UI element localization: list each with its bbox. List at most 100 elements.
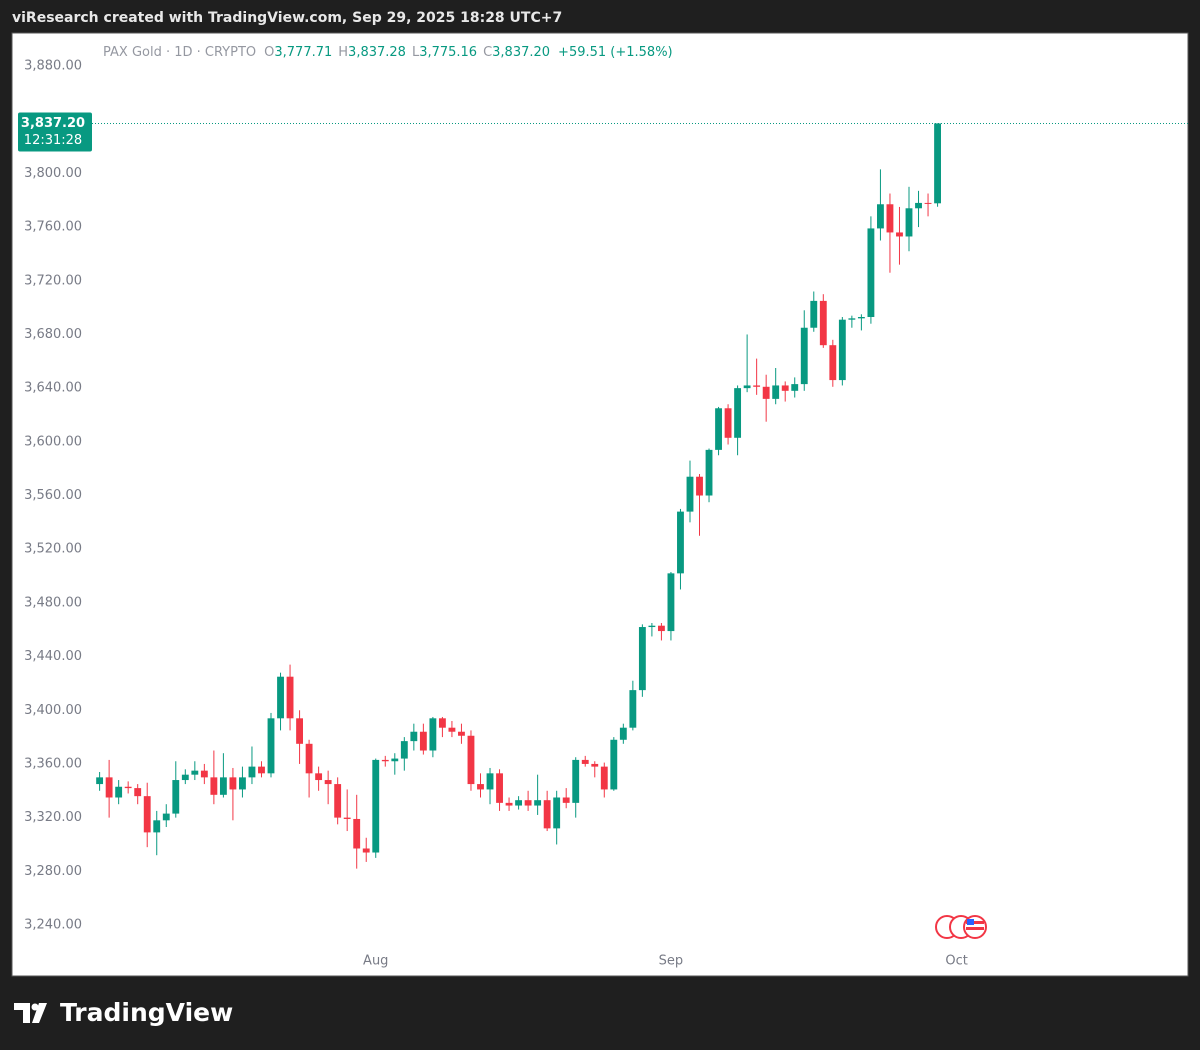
candle-body bbox=[743, 385, 751, 389]
candle-body bbox=[924, 202, 932, 204]
candle-body bbox=[934, 123, 941, 204]
candle-body bbox=[705, 449, 713, 496]
logo-dot bbox=[31, 1003, 39, 1011]
footer-logo-text: TradingView bbox=[60, 998, 233, 1027]
candle-body bbox=[124, 786, 132, 789]
legend-key: O bbox=[264, 45, 274, 60]
event-icons bbox=[935, 915, 987, 939]
legend-value: 3,837.20 bbox=[492, 45, 550, 60]
x-tick-label: Aug bbox=[363, 954, 388, 969]
candle-body bbox=[553, 797, 561, 829]
candle-body bbox=[353, 818, 361, 849]
candle-body bbox=[153, 820, 161, 833]
y-tick-label: 3,720.00 bbox=[24, 273, 82, 288]
candle-body bbox=[905, 208, 913, 237]
candle-body bbox=[496, 773, 503, 803]
candle-body bbox=[781, 385, 789, 391]
legend-value: 3,775.16 bbox=[419, 45, 477, 60]
y-tick-label: 3,680.00 bbox=[24, 327, 82, 342]
candle-body bbox=[219, 777, 227, 795]
candle-body bbox=[638, 627, 646, 691]
candle-body bbox=[239, 777, 246, 790]
candle-body bbox=[305, 743, 313, 774]
candle-body bbox=[838, 319, 846, 381]
candle-body bbox=[96, 777, 104, 785]
candle-body bbox=[391, 758, 399, 762]
chart-area bbox=[11, 32, 1189, 977]
y-tick-label: 3,600.00 bbox=[24, 434, 82, 449]
candle-body bbox=[362, 848, 370, 853]
candle-body bbox=[610, 739, 618, 790]
candle-body bbox=[458, 731, 465, 736]
candle-body bbox=[334, 784, 342, 818]
candle-body bbox=[486, 773, 494, 790]
y-tick-label: 3,440.00 bbox=[24, 649, 82, 664]
legend-symbol: PAX Gold · 1D · CRYPTO bbox=[103, 45, 256, 60]
y-tick-label: 3,880.00 bbox=[24, 59, 82, 74]
candle-body bbox=[648, 625, 656, 628]
logo bbox=[14, 1003, 47, 1023]
candle-body bbox=[115, 786, 123, 798]
candle-body bbox=[467, 735, 475, 785]
candle-body bbox=[734, 388, 742, 438]
x-tick-label: Oct bbox=[945, 954, 967, 969]
candle-body bbox=[896, 232, 903, 237]
x-tick-label: Sep bbox=[659, 954, 684, 969]
candle-body bbox=[696, 476, 703, 496]
candle-body bbox=[229, 777, 237, 790]
candle-body bbox=[810, 300, 818, 328]
legend: PAX Gold · 1D · CRYPTO O3,777.71 H3,837.28… bbox=[103, 45, 673, 60]
candle-body bbox=[724, 408, 732, 438]
candle-body bbox=[515, 800, 523, 806]
candle-body bbox=[791, 384, 799, 391]
candle-body bbox=[134, 788, 142, 797]
candle-body bbox=[448, 727, 456, 732]
flag-stripe bbox=[966, 927, 984, 930]
candle-body bbox=[419, 731, 427, 751]
candle-body bbox=[267, 718, 275, 774]
y-tick-label: 3,360.00 bbox=[24, 756, 82, 771]
legend-key: L bbox=[412, 45, 420, 60]
y-tick-label: 3,760.00 bbox=[24, 220, 82, 235]
candle-body bbox=[657, 625, 665, 632]
legend-value: 3,777.71 bbox=[274, 45, 332, 60]
legend-change: +59.51 (+1.58%) bbox=[558, 45, 673, 60]
last-price-label: 3,837.20 bbox=[21, 116, 85, 131]
candle-body bbox=[915, 202, 922, 209]
candle-body bbox=[200, 770, 208, 778]
candle-body bbox=[324, 780, 332, 785]
candle-body bbox=[600, 766, 608, 790]
candle-body bbox=[677, 511, 684, 574]
candle-body bbox=[372, 759, 380, 853]
y-tick-label: 3,240.00 bbox=[24, 917, 82, 932]
candle-body bbox=[400, 741, 408, 759]
candle-body bbox=[857, 317, 865, 319]
candle-body bbox=[534, 800, 542, 806]
countdown: 12:31:28 bbox=[24, 133, 82, 148]
candle-body bbox=[505, 802, 513, 806]
candle-body bbox=[867, 228, 875, 318]
legend-key: C bbox=[483, 45, 492, 60]
candle-body bbox=[629, 690, 637, 728]
candle-body bbox=[277, 676, 284, 719]
y-tick-label: 3,560.00 bbox=[24, 488, 82, 503]
candle-body bbox=[286, 676, 294, 719]
candle-body bbox=[191, 770, 199, 775]
candle-body bbox=[296, 718, 304, 744]
candle-body bbox=[343, 817, 351, 819]
legend-value: 3,837.28 bbox=[348, 45, 406, 60]
candle-body bbox=[753, 385, 761, 387]
y-tick-label: 3,480.00 bbox=[24, 595, 82, 610]
y-tick-label: 3,280.00 bbox=[24, 864, 82, 879]
marks bbox=[96, 123, 941, 869]
logo-icon bbox=[14, 1003, 47, 1023]
legend-key: H bbox=[338, 45, 348, 60]
candle-body bbox=[524, 800, 532, 806]
candle-body bbox=[762, 386, 770, 399]
candle-body bbox=[877, 204, 884, 229]
y-tick-label: 3,520.00 bbox=[24, 542, 82, 557]
candle-body bbox=[477, 784, 484, 790]
candle-body bbox=[248, 766, 256, 778]
candle-body bbox=[315, 773, 323, 781]
